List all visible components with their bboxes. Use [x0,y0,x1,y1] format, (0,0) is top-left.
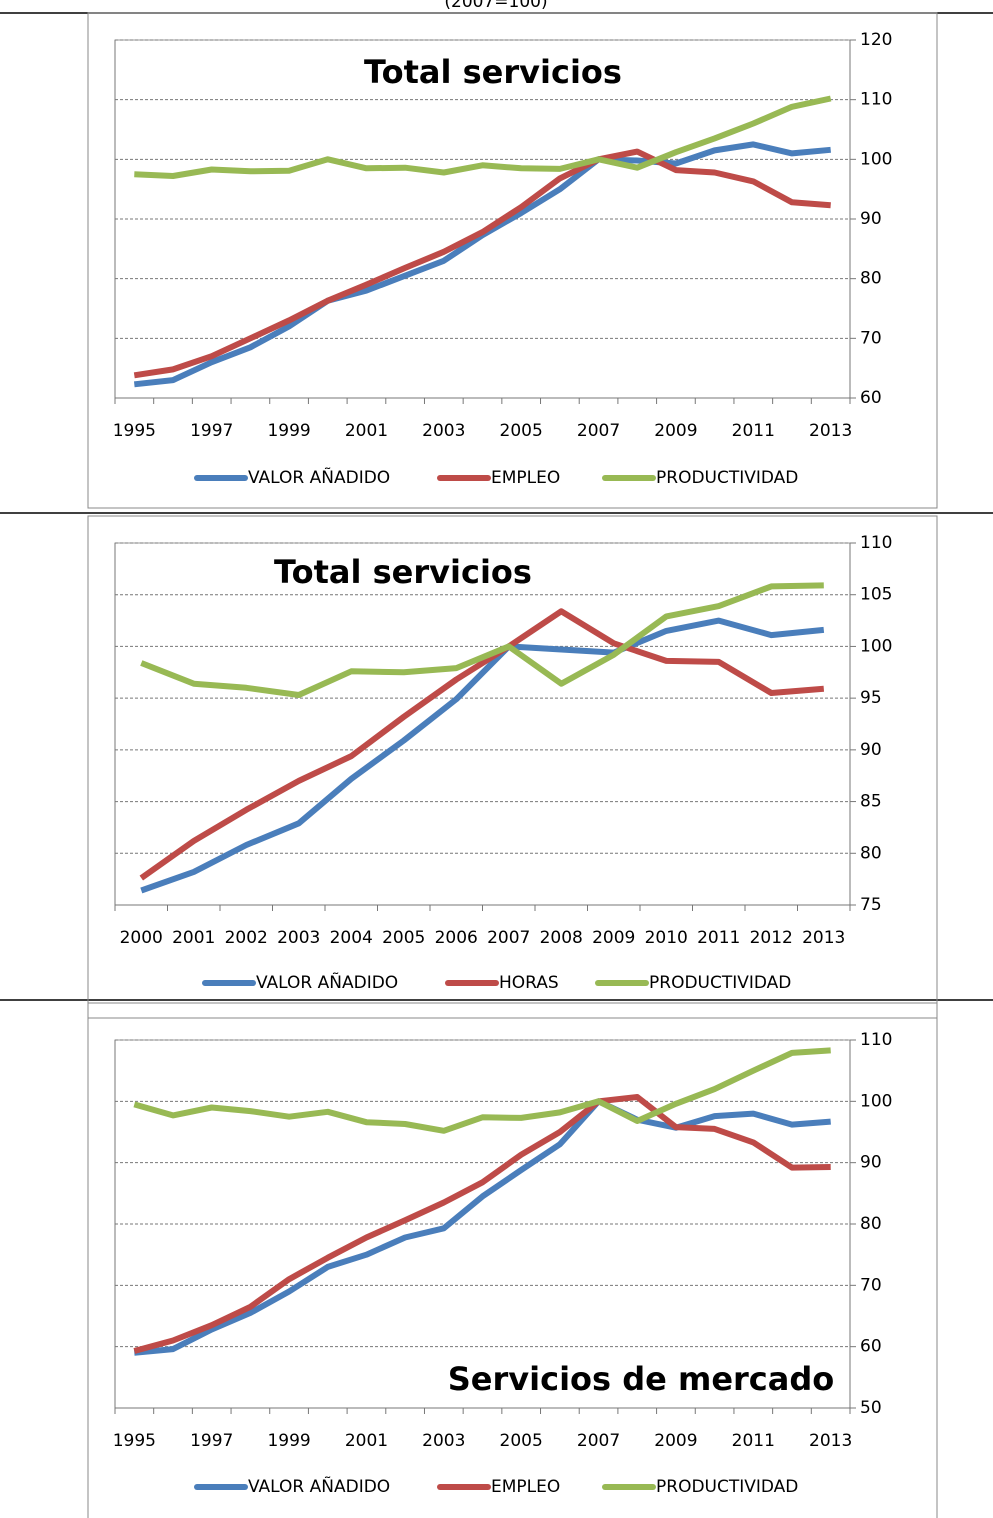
series-line [133,148,831,379]
series-line [134,1098,831,1356]
x-tick-label: 2001 [172,928,215,948]
y-tick-label: 100 [860,636,892,656]
y-tick-label: 100 [860,1091,892,1111]
legend-label: VALOR AÑADIDO [248,1475,390,1497]
legend-label: EMPLEO [491,468,560,488]
y-tick-label: 90 [860,740,882,760]
y-tick-label: 70 [860,1275,882,1295]
x-tick-label: 2011 [732,1431,775,1451]
x-tick-label: 2009 [654,421,697,441]
series-line [139,608,825,881]
x-tick-label: 2012 [750,928,793,948]
x-tick-label: 2008 [540,928,583,948]
legend-label: PRODUCTIVIDAD [656,468,798,488]
x-tick-label: 2007 [577,421,620,441]
x-tick-label: 1999 [267,421,310,441]
y-tick-label: 85 [860,792,882,812]
y-tick-label: 80 [860,269,882,289]
legend-label: PRODUCTIVIDAD [656,1477,798,1497]
legend-label: EMPLEO [491,1477,560,1497]
y-tick-label: 90 [860,209,882,229]
chart-frame [87,12,938,509]
x-tick-label: 2013 [809,1431,852,1451]
y-tick-label: 80 [860,1214,882,1234]
legend-label: VALOR AÑADIDO [256,971,398,993]
legend-label: VALOR AÑADIDO [248,466,390,488]
chart-frame [87,1002,938,1518]
x-tick-label: 2003 [422,421,465,441]
x-tick-label: 2006 [435,928,478,948]
x-tick-label: 2009 [654,1431,697,1451]
y-tick-label: 100 [860,149,892,169]
series-line [133,1094,831,1354]
x-tick-label: 2004 [330,928,373,948]
y-tick-label: 90 [860,1153,882,1173]
y-tick-label: 75 [860,895,882,915]
series-line [133,141,831,388]
y-tick-label: 60 [860,1337,882,1357]
legend-label: HORAS [499,973,559,993]
x-tick-label: 2005 [500,421,543,441]
x-tick-label: 2011 [697,928,740,948]
x-tick-label: 2010 [645,928,688,948]
y-tick-label: 110 [860,90,892,110]
x-tick-label: 2011 [732,421,775,441]
series-line [134,95,832,179]
y-tick-label: 120 [860,30,892,50]
x-tick-label: 2001 [345,1431,388,1451]
header-text: (2007=100) [444,0,547,12]
y-tick-label: 95 [860,688,882,708]
y-tick-label: 50 [860,1398,882,1418]
chart-title: Servicios de mercado [448,1360,835,1398]
y-tick-label: 70 [860,328,882,348]
chart-title: Total servicios [364,53,622,91]
x-tick-label: 2003 [277,928,320,948]
x-tick-label: 2000 [120,928,163,948]
x-tick-label: 1999 [267,1431,310,1451]
x-tick-label: 1995 [113,1431,156,1451]
series-line [140,617,825,894]
chart-title: Total servicios [274,553,532,591]
y-tick-label: 110 [860,1030,892,1050]
series-line [140,582,824,698]
x-tick-label: 2007 [577,1431,620,1451]
x-tick-label: 2005 [382,928,425,948]
y-tick-label: 60 [860,388,882,408]
x-tick-label: 1997 [190,421,233,441]
x-tick-label: 2013 [809,421,852,441]
x-tick-label: 1995 [113,421,156,441]
y-tick-label: 80 [860,843,882,863]
x-tick-label: 2013 [802,928,845,948]
y-tick-label: 105 [860,585,892,605]
x-tick-label: 2001 [345,421,388,441]
x-tick-label: 2002 [225,928,268,948]
x-tick-label: 2009 [592,928,635,948]
chart-frame [87,515,938,1019]
y-tick-label: 110 [860,533,892,553]
x-tick-label: 2005 [500,1431,543,1451]
series-line [133,1047,831,1134]
x-tick-label: 1997 [190,1431,233,1451]
x-tick-label: 2007 [487,928,530,948]
x-tick-label: 2003 [422,1431,465,1451]
legend-label: PRODUCTIVIDAD [649,973,791,993]
